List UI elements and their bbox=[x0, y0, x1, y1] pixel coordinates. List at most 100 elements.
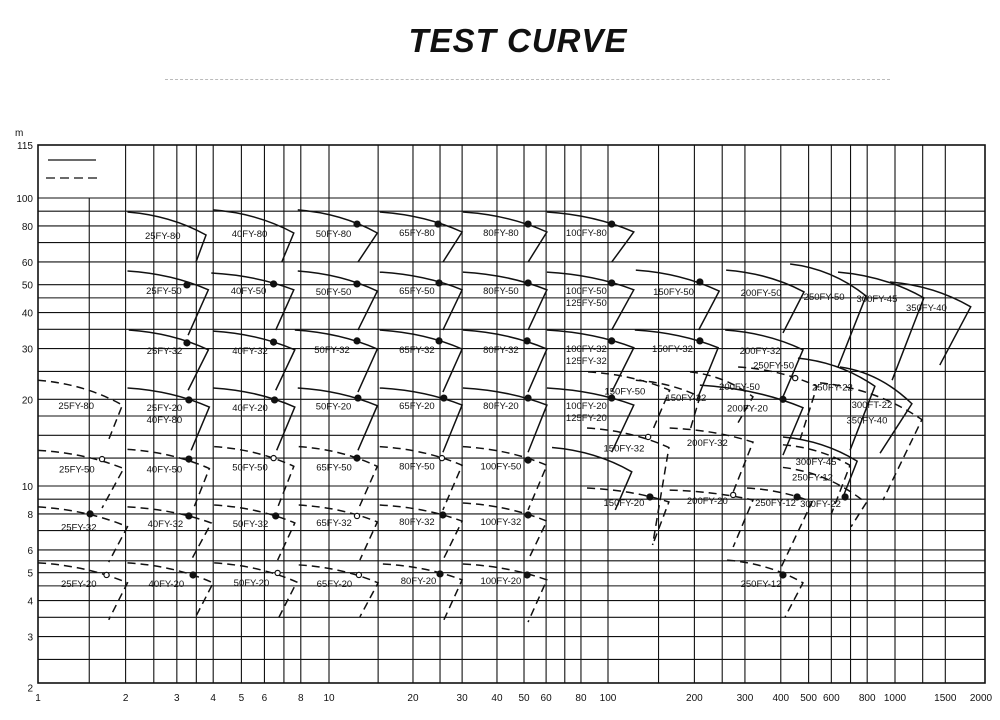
curve-label: 50FY-20 bbox=[234, 578, 270, 589]
y-tick-label: 3 bbox=[27, 633, 33, 644]
pump-curve-dashed bbox=[382, 563, 464, 623]
pump-curve-solid bbox=[634, 329, 720, 401]
y-tick-label: 115 bbox=[17, 141, 33, 152]
rated-point-marker bbox=[440, 394, 448, 402]
y-tick-label: 2 bbox=[27, 683, 33, 694]
x-tick-label: 300 bbox=[737, 693, 754, 704]
curve-label-group: 150FY-32 bbox=[604, 444, 645, 455]
rated-point-marker bbox=[189, 571, 197, 579]
curve-label: 80FY-20 bbox=[401, 576, 437, 587]
pump-curve-dashed bbox=[782, 444, 851, 515]
curve-label-group: 50FY-20 bbox=[316, 402, 352, 413]
curve-label-group: 200FY-32 bbox=[687, 438, 728, 449]
pump-curve-solid bbox=[379, 271, 464, 331]
curve-label: 40FY-50 bbox=[147, 465, 183, 476]
curve-label-group: 80FY-32 bbox=[399, 517, 435, 528]
pump-curve-dashed bbox=[819, 382, 923, 501]
rated-point-marker bbox=[608, 337, 616, 345]
curves bbox=[37, 209, 972, 623]
curve-label: 300FY-45 bbox=[796, 457, 837, 468]
rated-point-marker bbox=[274, 569, 281, 577]
curve-label-group: 40FY-50 bbox=[231, 286, 267, 297]
pump-curve-dashed bbox=[127, 506, 213, 561]
curve-label-group: 150FY-22 bbox=[665, 393, 706, 404]
curve-label-group: 300FY-22 bbox=[800, 499, 841, 510]
rated-point-marker bbox=[353, 337, 361, 345]
title-divider bbox=[165, 79, 890, 80]
x-tick-label: 400 bbox=[772, 693, 789, 704]
rated-point-marker bbox=[435, 337, 443, 345]
curve-label: 200FY-32 bbox=[740, 346, 781, 357]
curve-label: 50FY-50 bbox=[316, 287, 352, 298]
rated-point-marker bbox=[272, 512, 280, 520]
rated-point-marker bbox=[355, 571, 363, 579]
pump-curve-dashed bbox=[379, 445, 464, 511]
rated-point-marker bbox=[269, 338, 278, 346]
curve-label-group: 40FY-32 bbox=[148, 519, 184, 530]
curve-label: 80FY-50 bbox=[399, 461, 435, 472]
curve-label: 250FY-12 bbox=[792, 472, 833, 483]
y-tick-label: 20 bbox=[22, 395, 34, 406]
pump-curve-dashed bbox=[669, 489, 755, 548]
rated-point-marker bbox=[438, 454, 446, 462]
curve-label-group: 65FY-50 bbox=[316, 462, 352, 473]
curve-label: 25FY-50 bbox=[146, 286, 182, 297]
curve-labels: 25FY-80 40FY-80 50FY-80 65FY-80 80FY-80 100FY… bbox=[58, 228, 946, 590]
curve-label: 100FY-32 bbox=[566, 344, 607, 355]
rated-point-marker bbox=[353, 454, 361, 462]
curve-label: 40FY-20 bbox=[149, 579, 185, 590]
curve-label-group: 250FY-12 bbox=[741, 579, 782, 590]
rated-point-marker bbox=[353, 512, 361, 520]
curve-label-group: 250FY-50 bbox=[804, 292, 845, 303]
pump-curve-solid bbox=[782, 436, 859, 498]
curve-label: 50FY-32 bbox=[314, 345, 350, 356]
curve-label: 80FY-50 bbox=[483, 286, 519, 297]
curve-label: 300FY-45 bbox=[857, 294, 898, 305]
pump-curve-solid bbox=[462, 387, 548, 453]
rated-point-marker bbox=[435, 279, 443, 287]
pump-curve-solid bbox=[379, 329, 464, 393]
curve-label-group: 25FY-50 bbox=[59, 465, 95, 476]
rated-point-marker bbox=[696, 278, 704, 286]
curve-label: 65FY-20 bbox=[399, 401, 435, 412]
axes: 1 2 3 4 5 6 8 10 20 30 40 50 60 80 100 200 300 400 500 600 8… bbox=[15, 128, 993, 704]
rated-point-marker bbox=[608, 394, 616, 402]
rated-point-marker bbox=[524, 394, 532, 402]
y-tick-label: 80 bbox=[22, 222, 34, 233]
pump-curve-solid bbox=[297, 387, 379, 451]
curve-label: 250FY-50 bbox=[753, 360, 794, 371]
pump-curve-dashed bbox=[37, 562, 129, 621]
pump-curve-dashed bbox=[586, 427, 670, 546]
curve-label: 50FY-20 bbox=[316, 402, 352, 413]
rated-point-marker bbox=[103, 571, 110, 579]
rated-point-marker bbox=[354, 394, 362, 402]
curve-label-group: 25FY-20 bbox=[61, 579, 97, 590]
pump-curve-solid bbox=[462, 211, 549, 263]
curve-label-group: 150FY-50 bbox=[604, 386, 645, 397]
pump-curve-dashed bbox=[298, 504, 379, 561]
x-tick-label: 30 bbox=[457, 693, 469, 704]
pump-curve-solid bbox=[837, 271, 925, 381]
curve-label-group: 150FY-20 bbox=[604, 498, 645, 509]
x-tick-label: 20 bbox=[407, 693, 419, 704]
curve-label: 80FY-20 bbox=[483, 401, 519, 412]
curve-label: 200FY-20 bbox=[727, 404, 768, 415]
curve-label-group: 65FY-32 bbox=[399, 345, 435, 356]
curve-label-group: 80FY-20 bbox=[401, 576, 437, 587]
curve-label-group: 300FT-22 bbox=[852, 400, 893, 411]
curve-label: 25FY-80 bbox=[145, 231, 181, 242]
x-tick-label: 600 bbox=[823, 693, 840, 704]
page-title: TEST CURVE bbox=[408, 22, 628, 59]
rated-point-marker bbox=[524, 279, 532, 287]
pump-curve-solid bbox=[546, 211, 635, 263]
rated-point-marker bbox=[86, 510, 94, 518]
rated-point-marker bbox=[523, 571, 531, 579]
pump-curve-solid bbox=[127, 270, 210, 336]
rated-point-marker bbox=[608, 279, 616, 287]
curve-label-group: 200FY-50 bbox=[741, 288, 782, 299]
curve-label: 300FT-22 bbox=[852, 400, 893, 411]
pump-curve-solid bbox=[128, 329, 210, 391]
curve-label: 100FY-50 bbox=[566, 286, 607, 297]
curve-label-group: 200FY-20 bbox=[727, 404, 768, 415]
